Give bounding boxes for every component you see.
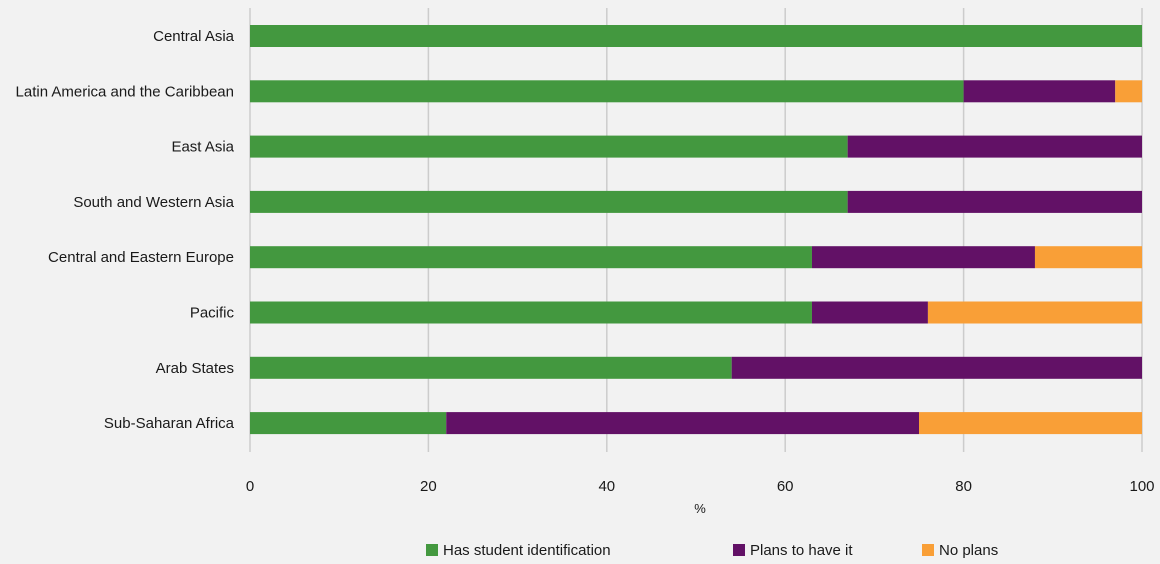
x-tick-label: 0 [246, 478, 254, 495]
legend-swatch [922, 544, 934, 556]
legend-label: No plans [939, 542, 998, 559]
bar-segment [250, 25, 1142, 47]
bar-segment [811, 301, 928, 324]
x-axis-title: % [694, 501, 706, 516]
x-tick-label: 60 [777, 478, 794, 495]
bar-segment [927, 301, 1142, 324]
bar-segment [919, 412, 1142, 435]
category-label: South and Western Asia [73, 194, 234, 211]
legend-swatch [426, 544, 438, 556]
x-tick-label: 40 [598, 478, 615, 495]
legend-label: Has student identification [443, 542, 611, 559]
bar-segment [250, 412, 447, 435]
category-label: Latin America and the Caribbean [16, 83, 234, 100]
bar-segment [847, 190, 1142, 213]
bar-segment [847, 135, 1142, 158]
bar-segment [963, 80, 1116, 103]
legend-swatch [733, 544, 745, 556]
x-tick-labels: 0 20 40 60 80 100 [246, 478, 1155, 495]
x-tick-label: 80 [955, 478, 972, 495]
bar-segment [250, 356, 732, 379]
category-label: Sub-Saharan Africa [104, 415, 235, 432]
bars [250, 25, 1142, 435]
bar-segment [250, 135, 848, 158]
bar-segment [811, 246, 1035, 269]
bar-segment [731, 356, 1142, 379]
legend-label: Plans to have it [750, 542, 853, 559]
bar-segment [250, 246, 812, 269]
x-tick-label: 100 [1129, 478, 1154, 495]
bar-segment [1115, 80, 1142, 103]
category-label: East Asia [171, 139, 234, 156]
category-label: Central and Eastern Europe [48, 249, 234, 266]
legend: Has student identification Plans to have … [426, 542, 998, 559]
x-tick-label: 20 [420, 478, 437, 495]
bar-segment [250, 80, 964, 103]
bar-segment [250, 301, 812, 324]
category-labels: Central Asia Latin America and the Caribb… [16, 28, 235, 432]
bar-segment [250, 190, 848, 213]
gridlines [249, 8, 1143, 452]
category-label: Arab States [156, 360, 234, 377]
bar-segment [446, 412, 919, 435]
category-label: Central Asia [153, 28, 235, 45]
bar-segment [1034, 246, 1142, 269]
category-label: Pacific [190, 305, 235, 322]
